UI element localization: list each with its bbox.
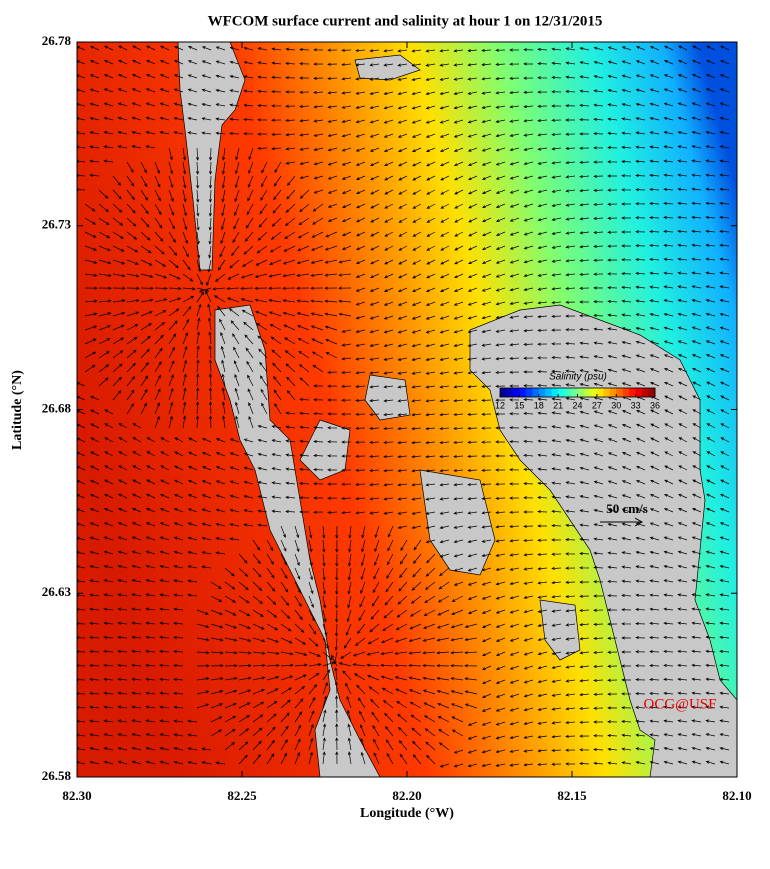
colorbar-swatch [648,388,656,397]
colorbar-swatch [616,388,624,397]
colorbar-swatch [538,388,546,397]
current-vectors [77,45,730,768]
colorbar-tick-label: 36 [650,400,660,410]
colorbar-swatch [558,388,566,397]
x-tick-label: 82.15 [557,788,587,803]
y-axis-label: Latitude (°N) [10,370,25,450]
colorbar-tick-label: 27 [592,400,602,410]
reference-arrow-label: 50 cm/s [606,501,648,516]
colorbar-swatch [551,388,559,397]
colorbar-swatch [500,388,507,397]
colorbar-swatch [545,388,553,397]
colorbar-tick-label: 24 [572,400,582,410]
y-tick-label: 26.68 [42,400,72,415]
chart-title: WFCOM surface current and salinity at ho… [208,13,603,29]
x-tick-label: 82.25 [227,788,257,803]
colorbar-swatch [622,388,630,397]
colorbar-tick-label: 30 [611,400,621,410]
colorbar-swatch [525,388,533,397]
colorbar-swatch [609,388,617,397]
x-axis-label: Longitude (°W) [360,806,454,821]
colorbar-swatch [519,388,527,397]
colorbar-swatch [596,388,604,397]
colorbar-tick-label: 21 [553,400,563,410]
annotation: OCG@USF [643,696,716,712]
colorbar-tick-label: 12 [495,400,505,410]
colorbar-swatch [532,388,540,397]
colorbar-tick-label: 18 [534,400,544,410]
colorbar-swatch [577,388,585,397]
plot-area [77,42,737,777]
x-tick-label: 82.30 [62,788,91,803]
vector-arrows [77,45,730,768]
land [177,42,737,777]
colorbar-swatch [506,388,514,397]
colorbar-tick-label: 15 [514,400,524,410]
y-tick-label: 26.73 [42,217,72,232]
colorbar-label: Salinity (psu) [549,372,607,383]
x-tick-label: 82.10 [722,788,751,803]
colorbar-swatch [642,388,650,397]
colorbar: Salinity (psu) 12 15 18 21 24 27 30 33 36 [495,372,660,411]
colorbar-swatch [583,388,591,397]
y-tick-label: 26.78 [42,33,72,48]
colorbar-swatch [564,388,572,397]
reference-arrow [600,517,644,527]
colorbar-swatch [603,388,611,397]
y-tick-label: 26.58 [42,768,72,783]
colorbar-swatch [635,388,643,397]
colorbar-swatch [590,388,598,397]
x-tick-label: 82.20 [392,788,421,803]
colorbar-swatch [512,388,520,397]
colorbar-tick-label: 33 [631,400,641,410]
colorbar-swatch [571,388,578,397]
y-tick-label: 26.63 [42,584,72,599]
colorbar-swatch [629,388,637,397]
